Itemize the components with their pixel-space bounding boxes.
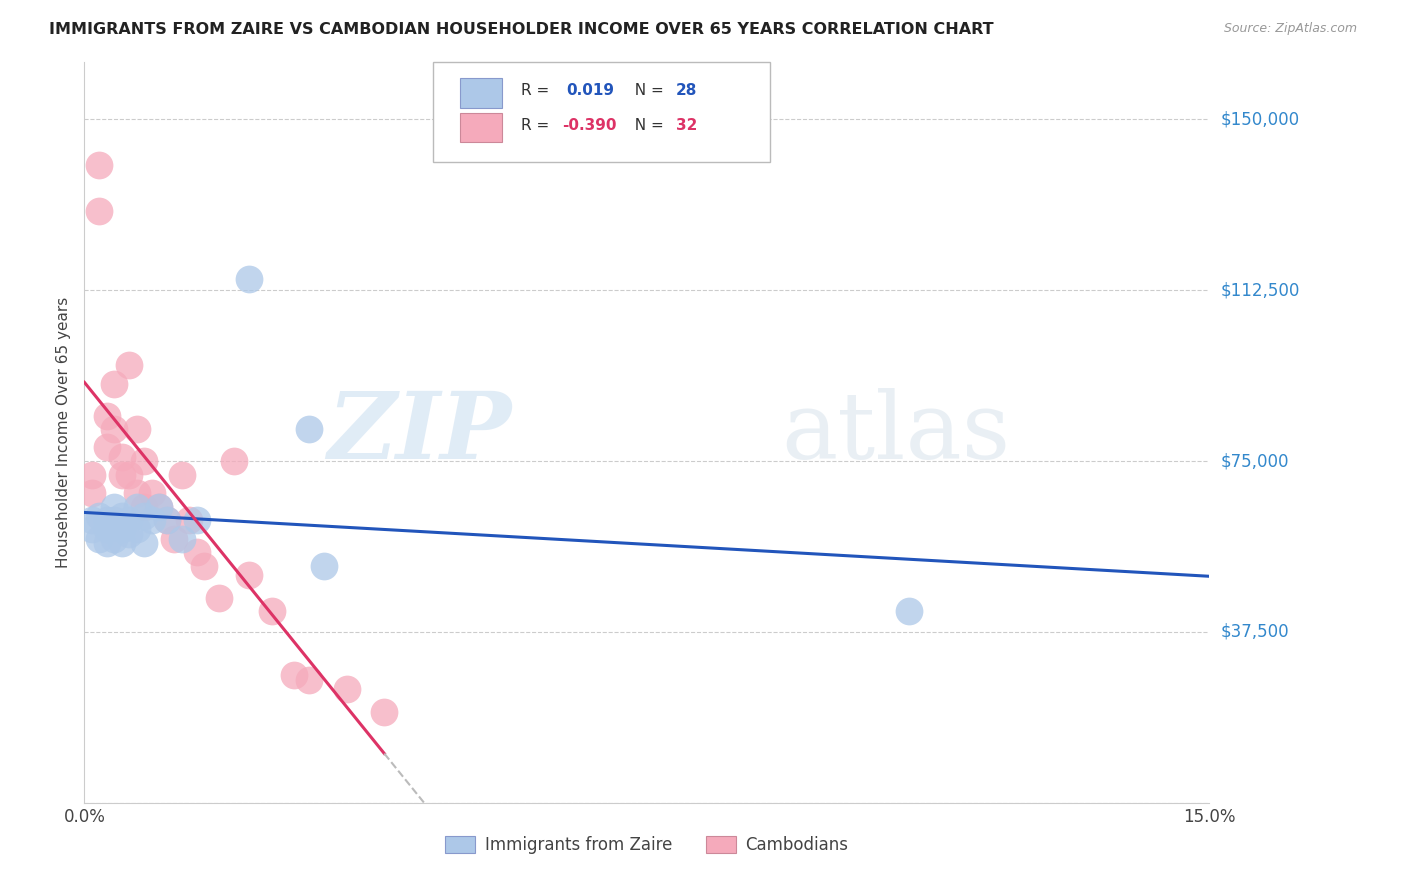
Text: R =: R = <box>520 118 554 133</box>
Point <box>125 486 148 500</box>
Point <box>118 359 141 373</box>
Text: atlas: atlas <box>782 388 1011 477</box>
Point <box>170 467 193 482</box>
Point <box>134 536 156 550</box>
Point <box>314 558 336 573</box>
Point <box>125 500 148 514</box>
Point <box>156 513 179 527</box>
Point <box>186 545 208 559</box>
Point <box>80 467 103 482</box>
Legend: Immigrants from Zaire, Cambodians: Immigrants from Zaire, Cambodians <box>439 830 855 861</box>
Point <box>96 523 118 537</box>
Point <box>134 500 156 514</box>
Point <box>156 513 179 527</box>
Point <box>283 668 305 682</box>
Point <box>96 513 118 527</box>
Point <box>103 376 125 391</box>
Point <box>89 532 111 546</box>
Point <box>96 441 118 455</box>
Point <box>898 604 921 618</box>
Point <box>118 513 141 527</box>
Point <box>125 422 148 436</box>
Point <box>89 203 111 218</box>
Point <box>134 508 156 523</box>
Point <box>103 422 125 436</box>
Point <box>111 523 134 537</box>
Point <box>224 454 246 468</box>
Point <box>163 532 186 546</box>
Point <box>118 527 141 541</box>
Point <box>298 673 321 687</box>
Point <box>148 500 170 514</box>
Point <box>179 513 201 527</box>
Text: Source: ZipAtlas.com: Source: ZipAtlas.com <box>1223 22 1357 36</box>
Point <box>118 467 141 482</box>
Point <box>238 272 260 286</box>
FancyBboxPatch shape <box>460 78 502 108</box>
Point <box>111 508 134 523</box>
Point <box>80 486 103 500</box>
Text: $75,000: $75,000 <box>1220 452 1289 470</box>
Text: $150,000: $150,000 <box>1220 111 1299 128</box>
Point <box>103 500 125 514</box>
Point <box>336 681 359 696</box>
Text: ZIP: ZIP <box>328 388 512 477</box>
Point <box>260 604 283 618</box>
Point <box>141 513 163 527</box>
Point <box>125 523 148 537</box>
Point <box>89 508 111 523</box>
FancyBboxPatch shape <box>433 62 770 162</box>
Point <box>103 532 125 546</box>
Point <box>193 558 215 573</box>
Point <box>208 591 231 605</box>
Text: -0.390: -0.390 <box>562 118 617 133</box>
Text: $112,500: $112,500 <box>1220 281 1299 299</box>
Point <box>89 158 111 172</box>
Y-axis label: Householder Income Over 65 years: Householder Income Over 65 years <box>56 297 72 568</box>
Point <box>103 513 125 527</box>
Text: 28: 28 <box>676 83 697 98</box>
Text: $37,500: $37,500 <box>1220 623 1289 641</box>
Point <box>238 568 260 582</box>
Text: 0.019: 0.019 <box>565 83 614 98</box>
Point <box>373 705 395 719</box>
Point <box>80 523 103 537</box>
Point <box>111 536 134 550</box>
Point <box>80 513 103 527</box>
Point <box>170 532 193 546</box>
Text: N =: N = <box>626 118 669 133</box>
Text: IMMIGRANTS FROM ZAIRE VS CAMBODIAN HOUSEHOLDER INCOME OVER 65 YEARS CORRELATION : IMMIGRANTS FROM ZAIRE VS CAMBODIAN HOUSE… <box>49 22 994 37</box>
Point <box>111 467 134 482</box>
Text: N =: N = <box>626 83 669 98</box>
Point <box>96 409 118 423</box>
Text: R =: R = <box>520 83 558 98</box>
Point <box>111 450 134 464</box>
Text: 32: 32 <box>676 118 697 133</box>
Point <box>148 500 170 514</box>
FancyBboxPatch shape <box>460 112 502 143</box>
Point <box>134 454 156 468</box>
Point <box>298 422 321 436</box>
Point <box>96 536 118 550</box>
Point <box>186 513 208 527</box>
Point <box>141 486 163 500</box>
